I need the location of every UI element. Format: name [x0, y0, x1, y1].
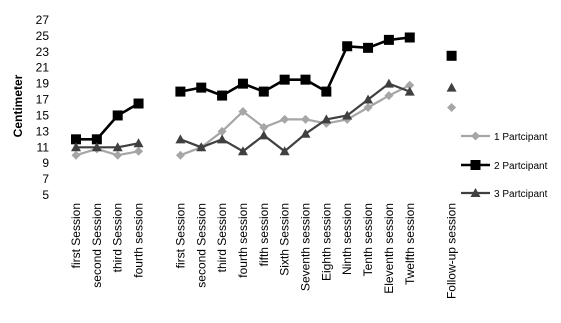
y-tick-label: 9	[42, 156, 49, 170]
legend-label: 3 Partcipant	[494, 189, 548, 200]
y-tick-label: 27	[36, 13, 50, 27]
data-point-diamond	[259, 122, 269, 132]
legend-label: 1 Partcipant	[494, 132, 548, 143]
legend-label: 2 Partcipant	[494, 161, 548, 172]
y-tick-label: 21	[36, 61, 50, 75]
series-3	[71, 78, 457, 156]
data-point-triangle	[196, 142, 207, 152]
x-tick-label: Eleventh session	[382, 203, 396, 294]
data-point-diamond	[471, 131, 480, 141]
data-point-diamond	[447, 103, 457, 112]
data-point-square	[383, 34, 394, 45]
data-point-triangle	[363, 94, 374, 104]
y-tick-label: 11	[37, 140, 50, 154]
x-tick-label: third Session	[215, 203, 229, 272]
x-tick-label: third Session	[111, 203, 125, 272]
x-tick-label: Ninth session	[340, 203, 354, 275]
legend-entry-2: 2 Partcipant	[461, 160, 548, 172]
data-point-triangle	[279, 146, 290, 156]
data-point-square	[112, 110, 123, 121]
series-line	[76, 142, 139, 149]
data-point-triangle	[404, 86, 415, 96]
data-point-triangle	[342, 110, 353, 120]
x-tick-label: Eighth session	[319, 203, 333, 281]
y-tick-label: 13	[36, 124, 50, 138]
data-point-triangle	[446, 82, 457, 92]
x-tick-label: fourth session	[132, 203, 146, 278]
data-point-triangle	[91, 142, 102, 152]
x-tick-label: Seventh session	[299, 203, 313, 291]
x-tick-label: Follow-up session	[445, 203, 459, 299]
data-point-triangle	[175, 134, 186, 144]
data-point-diamond	[175, 150, 185, 160]
data-point-square	[446, 50, 457, 61]
data-point-square	[363, 42, 374, 53]
x-tick-label: Tenth session	[361, 203, 375, 276]
y-tick-label: 7	[42, 172, 49, 186]
y-tick-label: 15	[36, 108, 50, 122]
data-point-diamond	[405, 80, 415, 90]
data-point-square	[470, 160, 481, 170]
data-point-triangle	[383, 78, 394, 88]
data-point-diamond	[113, 150, 123, 160]
data-point-square	[300, 74, 311, 85]
data-point-diamond	[217, 126, 227, 136]
y-tick-label: 25	[36, 29, 50, 43]
series-line	[180, 84, 411, 157]
data-point-square	[71, 134, 81, 145]
y-axis-title: Centimeter	[11, 74, 25, 137]
data-point-triangle	[321, 114, 332, 124]
series-2	[71, 32, 457, 145]
data-point-diamond	[280, 114, 290, 124]
data-point-diamond	[301, 114, 310, 124]
y-tick-label: 5	[42, 188, 49, 202]
data-point-diamond	[238, 106, 248, 116]
series-line	[76, 102, 140, 141]
data-point-diamond	[363, 103, 373, 112]
data-point-triangle	[217, 134, 228, 144]
data-point-triangle	[237, 146, 248, 156]
x-tick-label: Sixth Session	[278, 203, 292, 276]
data-point-diamond	[134, 146, 144, 156]
x-tick-label: first Session	[69, 203, 83, 268]
data-point-triangle	[133, 138, 144, 148]
x-tick-label: second Session	[194, 203, 208, 288]
data-point-square	[196, 82, 207, 93]
x-tick-label: first Session	[173, 203, 187, 268]
data-point-triangle	[470, 188, 481, 197]
data-point-diamond	[71, 150, 81, 160]
x-tick-label: Twelfth session	[403, 203, 417, 285]
data-point-triangle	[258, 130, 269, 140]
legend-entry-3: 3 Partcipant	[461, 188, 548, 200]
legend: 1 Partcipant 2 Partcipant 3 Partcipant	[461, 131, 548, 200]
legend-entry-1: 1 Partcipant	[461, 131, 548, 143]
data-point-square	[342, 41, 353, 52]
x-tick-label: fourth session	[236, 203, 250, 278]
x-tick-label: fifth session	[257, 203, 271, 266]
data-point-square	[279, 74, 290, 85]
data-point-square	[175, 86, 186, 97]
x-tick-label: second Session	[90, 203, 104, 288]
data-point-square	[217, 90, 228, 101]
data-point-diamond	[384, 91, 394, 101]
data-point-square	[404, 32, 415, 43]
data-point-triangle	[71, 142, 81, 152]
data-point-square	[133, 98, 144, 109]
data-point-square	[321, 86, 332, 97]
y-tick-label: 23	[36, 45, 50, 59]
data-point-triangle	[112, 142, 123, 152]
y-tick-label: 19	[36, 77, 50, 91]
series-line	[180, 36, 410, 98]
y-tick-label: 17	[36, 93, 50, 107]
data-point-triangle	[300, 128, 311, 138]
data-point-square	[258, 86, 269, 97]
data-point-square	[237, 78, 248, 89]
series-line	[75, 147, 139, 157]
data-point-square	[91, 134, 102, 145]
